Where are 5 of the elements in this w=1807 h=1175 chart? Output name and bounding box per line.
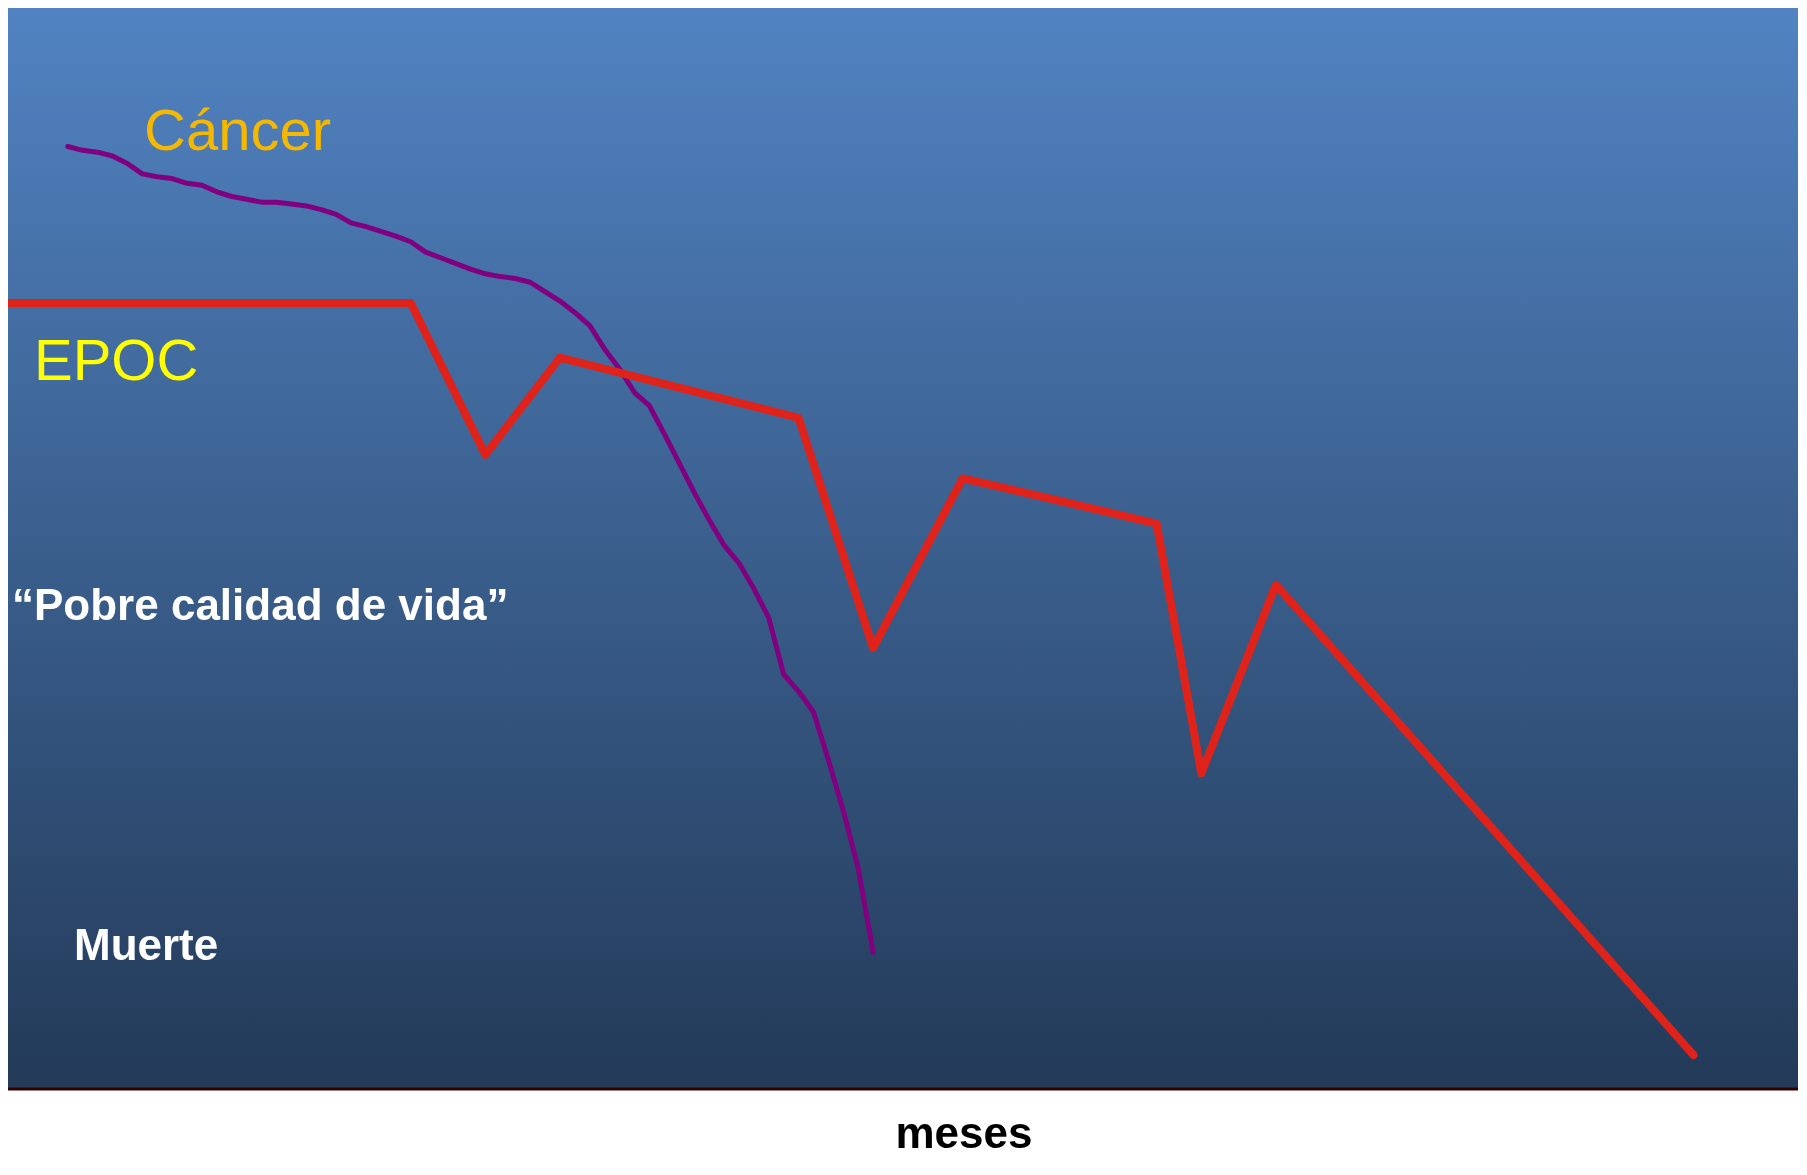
series-label: Cáncer [144, 96, 331, 163]
annotation: “Pobre calidad de vida” [12, 580, 509, 630]
x-axis-title: meses [894, 1108, 1034, 1158]
annotation: Muerte [74, 920, 219, 970]
series-label: EPOC [34, 326, 199, 393]
